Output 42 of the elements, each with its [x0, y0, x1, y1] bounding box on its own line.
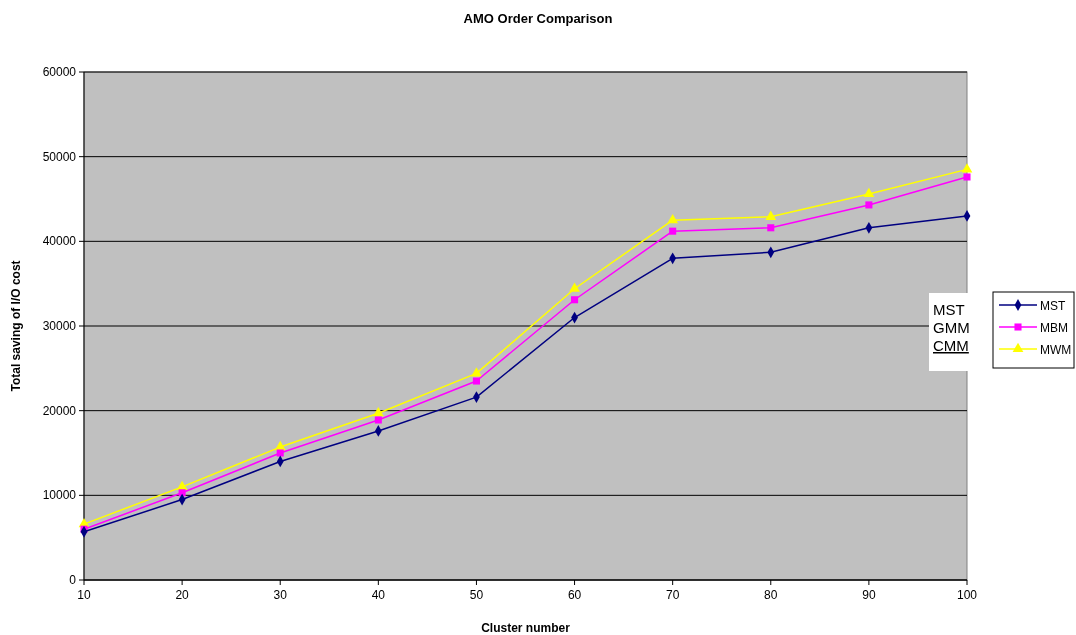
x-tick-label: 40 — [371, 588, 386, 602]
point — [865, 201, 873, 209]
point — [276, 449, 284, 457]
x-tick-label: 50 — [469, 588, 484, 602]
y-tick-label: 30000 — [42, 319, 77, 333]
y-tick-label: 40000 — [42, 234, 77, 249]
legend-label: MBM — [1040, 321, 1068, 335]
x-tick-label: 100 — [956, 588, 978, 602]
point — [667, 213, 679, 224]
point — [178, 489, 186, 497]
y-tick-label: 20000 — [42, 403, 77, 418]
y-axis-title: Total saving of I/O cost — [9, 260, 23, 392]
x-axis-title: Cluster number — [481, 621, 571, 635]
point — [374, 416, 382, 424]
annotation: GMM — [933, 319, 970, 336]
point — [863, 187, 875, 198]
point — [669, 227, 677, 235]
annotation: MST — [933, 301, 965, 318]
point — [961, 163, 973, 173]
point — [765, 210, 777, 220]
legend-label: MWM — [1040, 343, 1072, 357]
point — [767, 224, 775, 232]
legend-label: MST — [1040, 299, 1066, 313]
x-tick-label: 60 — [567, 588, 582, 602]
x-tick-label: 20 — [175, 588, 190, 602]
y-tick-label: 50000 — [42, 149, 77, 164]
point — [569, 282, 580, 292]
x-tick-label: 90 — [862, 588, 876, 602]
y-tick-label: 0 — [69, 573, 77, 587]
point — [372, 407, 384, 417]
point — [963, 173, 971, 181]
annotation: CMM — [933, 337, 969, 354]
y-tick-label: 60000 — [42, 65, 77, 79]
chart-title: AMO Order Comparison — [463, 11, 613, 26]
x-tick-label: 80 — [764, 588, 778, 602]
point — [571, 296, 579, 304]
point — [472, 377, 480, 385]
x-tick-label: 30 — [273, 588, 288, 602]
y-tick-label: 10000 — [42, 488, 77, 503]
point — [471, 367, 482, 377]
x-tick-label: 10 — [77, 588, 91, 602]
x-tick-label: 70 — [665, 588, 680, 602]
